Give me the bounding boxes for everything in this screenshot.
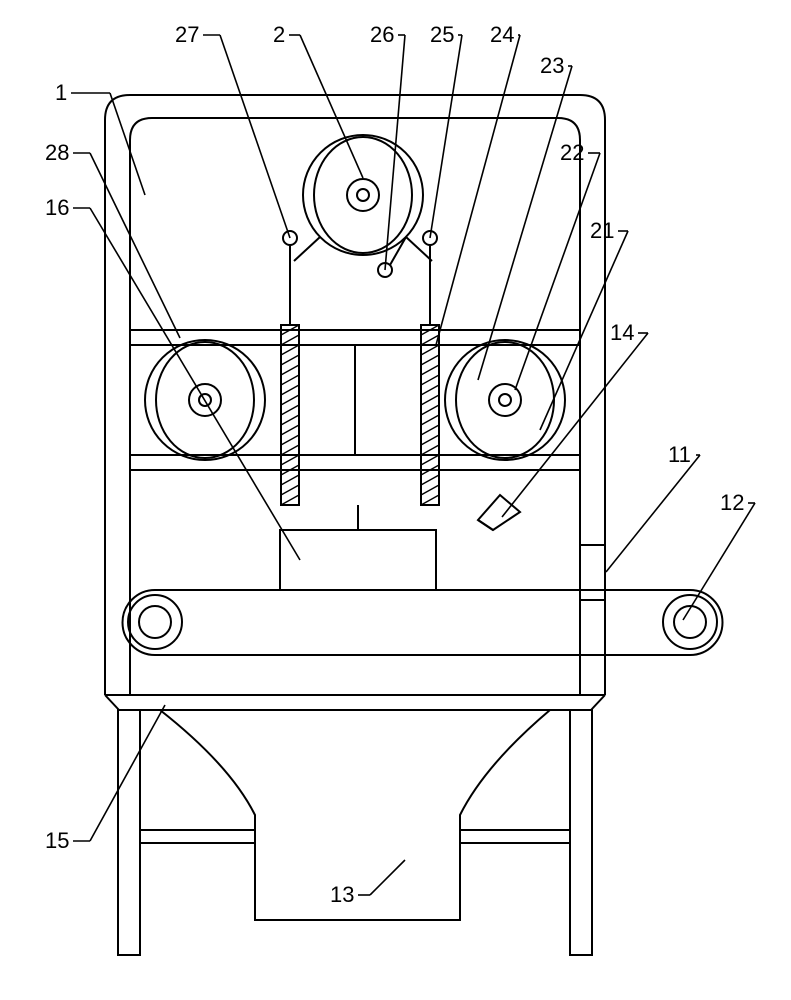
label-26: 26 [370,22,394,47]
legs [118,710,592,955]
label-24: 24 [490,22,514,47]
label-11: 11 [668,442,691,467]
label-16: 16 [45,195,69,220]
label-13: 13 [330,882,354,907]
belt-right [406,237,432,261]
label-15: 15 [45,828,69,853]
label-25: 25 [430,22,454,47]
label-12: 12 [720,490,744,515]
conveyor [123,590,723,655]
top-wheel-hub [347,179,379,211]
machine-drawing [105,95,723,955]
leader-lines [71,35,755,895]
slide-bar-left [281,325,299,505]
label-21: 21 [590,218,614,243]
mechanical-diagram: 1 27 2 26 25 24 23 28 16 22 21 14 11 12 15 13 [0,0,791,1000]
label-23: 23 [540,53,564,78]
right-opening [580,545,605,600]
label-14: 14 [610,320,634,345]
top-wheel-inner [314,137,412,253]
label-1: 1 [55,80,67,105]
right-wheel [445,340,565,460]
label-27: 27 [175,22,199,47]
base-right-cap [591,695,605,710]
slide-bar-right [421,325,439,505]
base-left-cap [105,695,119,710]
hopper [160,710,550,920]
label-28: 28 [45,140,69,165]
top-wheel-axle [357,189,369,201]
label-2: 2 [273,22,285,47]
nozzle-bottom [478,520,493,530]
center-box [280,530,436,590]
belt-left [294,237,320,261]
label-22: 22 [560,140,584,165]
